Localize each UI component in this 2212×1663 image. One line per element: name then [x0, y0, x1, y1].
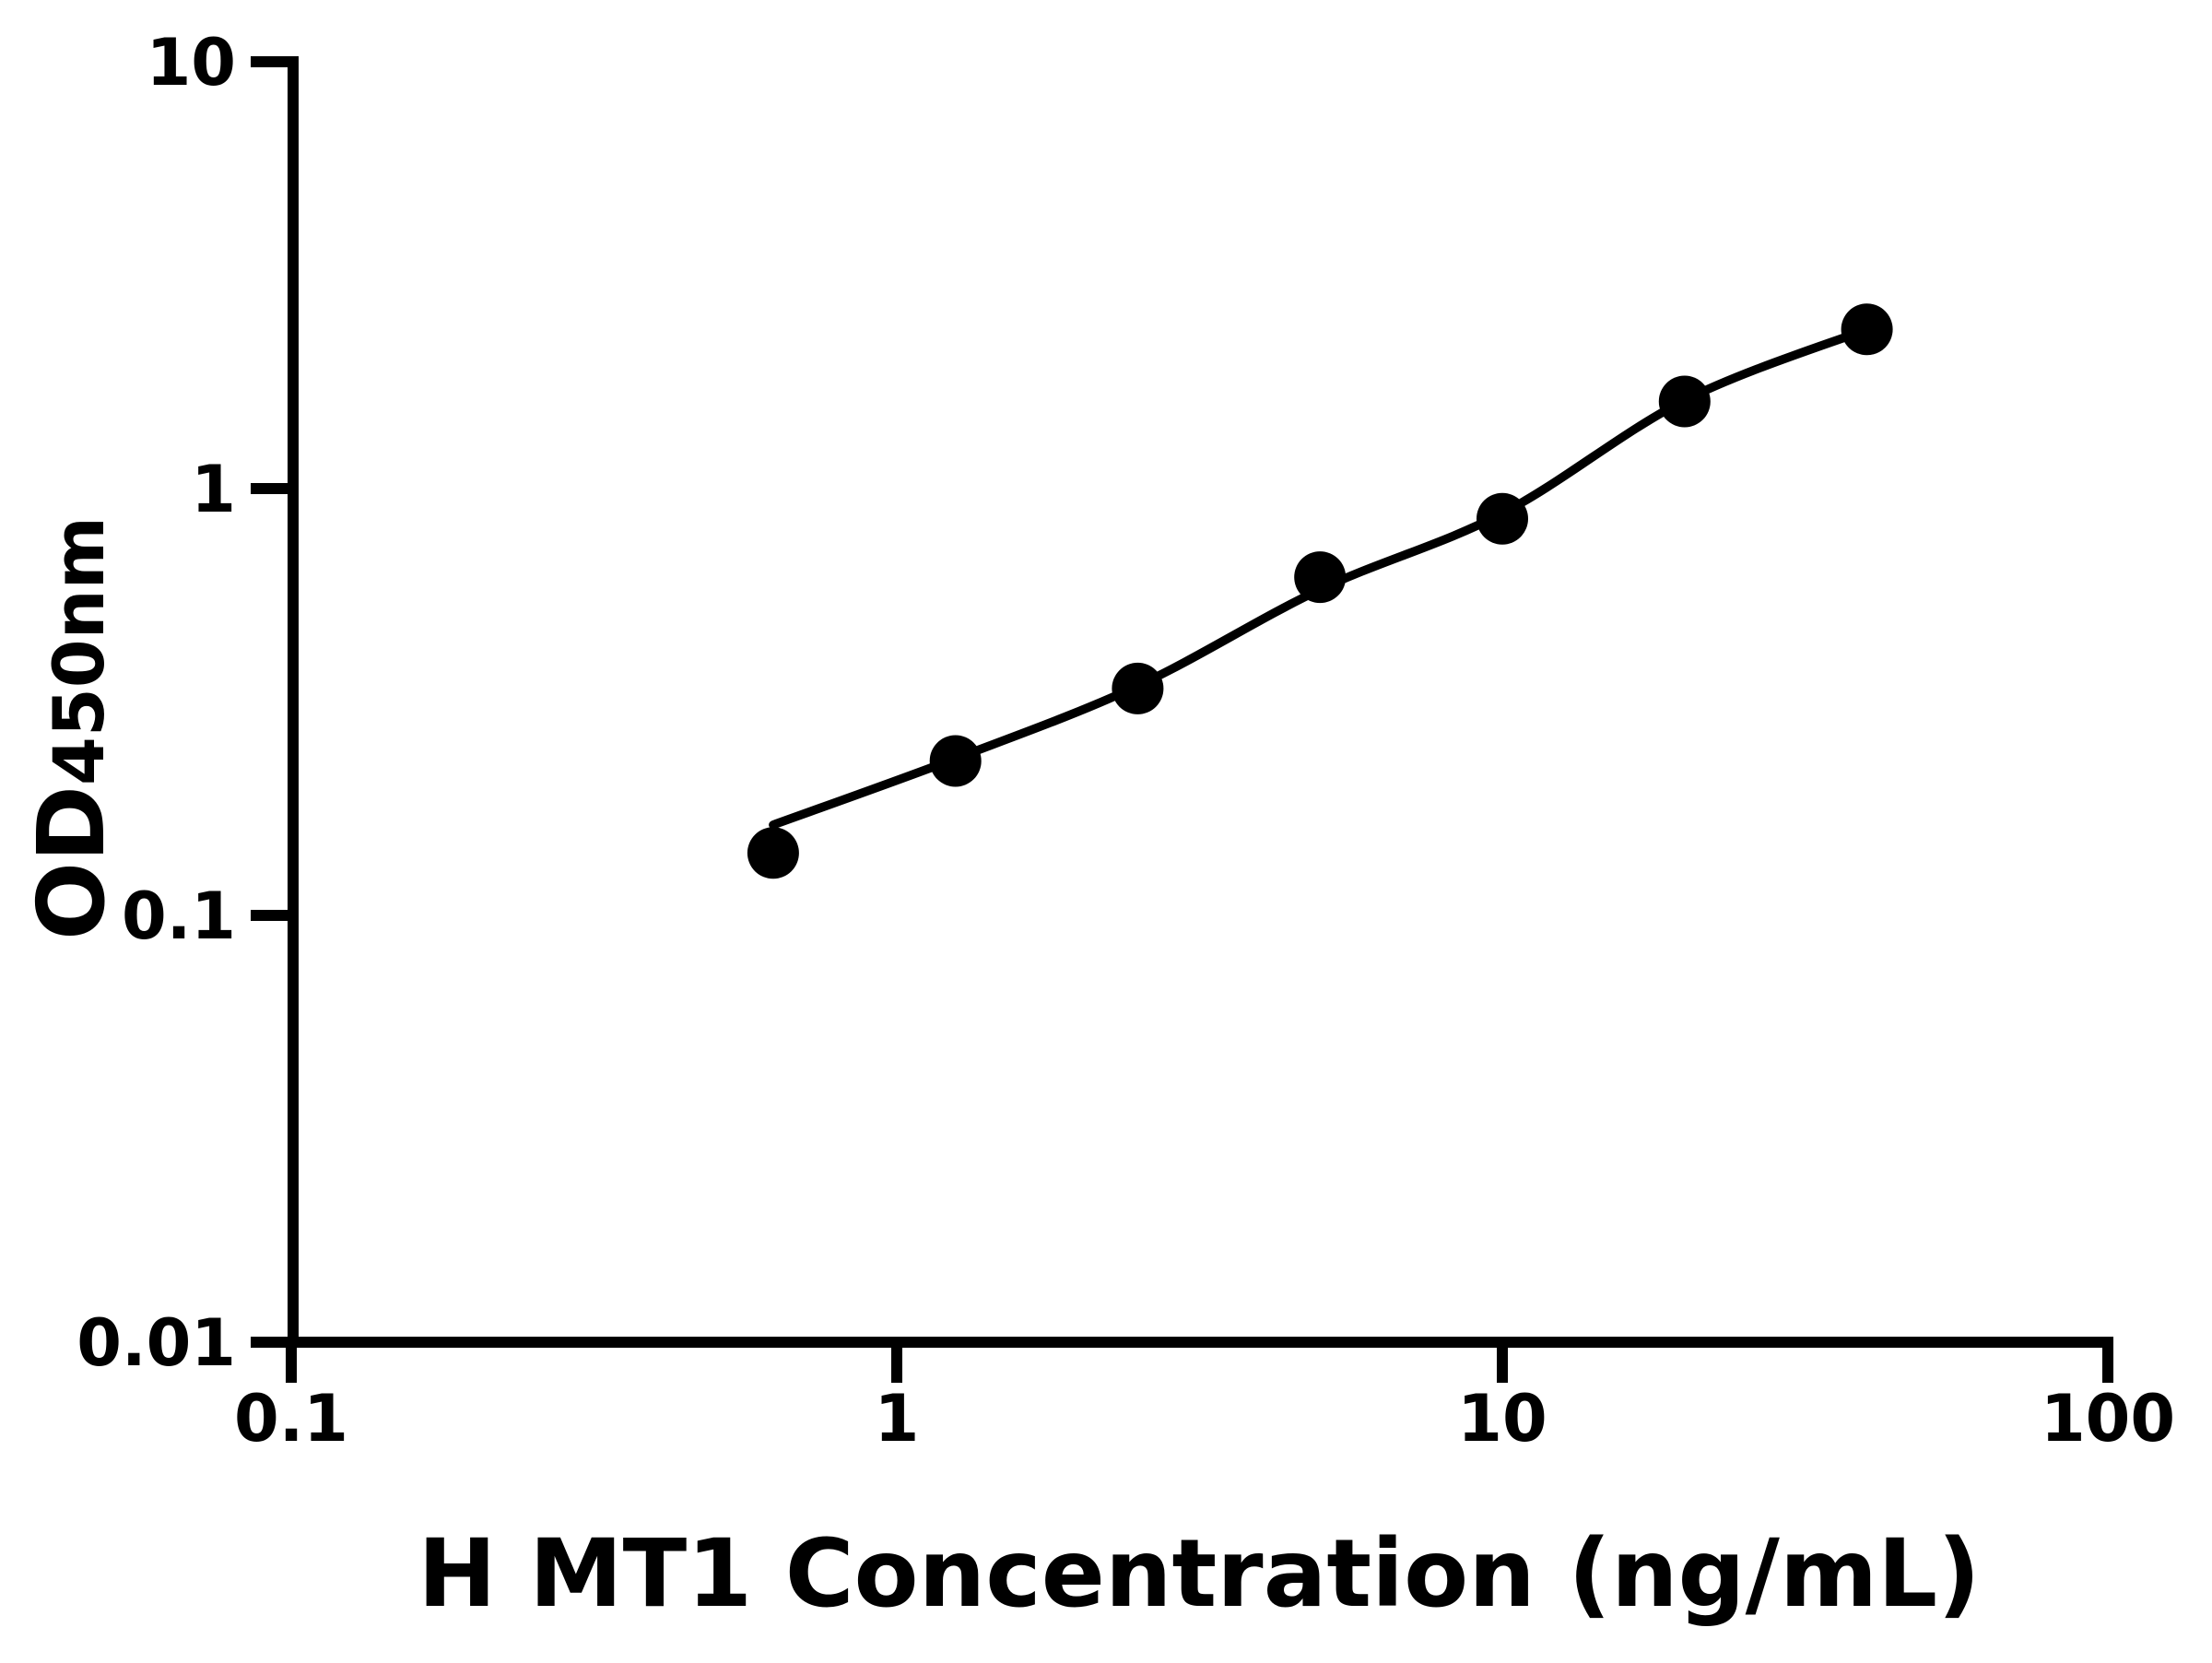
- x-tick-label: 0.1: [234, 1381, 348, 1457]
- data-point: [1658, 375, 1711, 428]
- x-tick-label: 1: [875, 1381, 920, 1457]
- x-tick-label: 100: [2041, 1381, 2175, 1457]
- data-point: [1294, 551, 1347, 604]
- y-tick-label: 0.1: [122, 879, 236, 954]
- data-points-group: [747, 303, 1893, 879]
- data-point: [1477, 492, 1528, 545]
- x-axis-title: H MT1 Concentration (ng/mL): [418, 1519, 1980, 1629]
- data-point: [1841, 303, 1893, 356]
- x-axis-ticks: 0.1 1 10 100: [234, 1342, 2175, 1457]
- y-axis-title-main: OD: [18, 785, 125, 940]
- y-axis-ticks: 10 1 0.1 0.01: [76, 25, 293, 1381]
- y-tick-label: 0.01: [76, 1305, 236, 1381]
- data-point: [747, 827, 799, 879]
- y-tick-label: 1: [191, 452, 236, 527]
- y-axis-title: OD450nm: [18, 516, 125, 940]
- y-tick-label: 10: [147, 25, 236, 100]
- data-point: [929, 735, 982, 787]
- x-tick-label: 10: [1457, 1381, 1547, 1457]
- data-point: [1112, 662, 1164, 714]
- y-axis-title-subscript: 450nm: [38, 516, 120, 785]
